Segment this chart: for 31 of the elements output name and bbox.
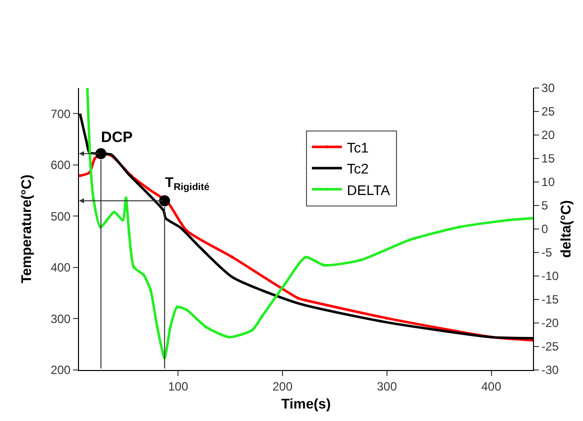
y-tick-label: 600 (50, 158, 71, 172)
y2-tick-label: 25 (541, 104, 556, 119)
x-tick-label: 400 (481, 379, 502, 394)
annotation: DCP (101, 129, 133, 146)
x-tick-label: 100 (168, 379, 188, 394)
y2-tick-label: 15 (541, 152, 556, 166)
y2-tick-label: -20 (541, 316, 560, 330)
annotation: T$_{Rigidité}$ (165, 174, 210, 193)
legend-label: Tc2 (346, 160, 369, 177)
y2-tick-label: -15 (541, 292, 560, 307)
legend-label: DELTA (346, 182, 391, 198)
x-tick-label: 300 (376, 379, 398, 394)
legend-label: Tc1 (346, 139, 369, 156)
y2-axis-title: delta(°C) (557, 200, 574, 258)
y-tick-label: 500 (50, 209, 71, 224)
y2-tick-label: 30 (541, 81, 556, 96)
y-tick-label: 200 (50, 363, 71, 378)
y-axis-title: Temperature(°C) (18, 174, 34, 284)
x-tick-label: 200 (272, 379, 293, 394)
y2-tick-label: 10 (541, 175, 556, 190)
y2-tick-label: -25 (541, 340, 560, 354)
y-tick-label: 300 (50, 312, 71, 326)
y2-tick-label: -30 (541, 363, 560, 378)
y2-tick-label: 5 (541, 198, 548, 213)
y-tick-label: 700 (50, 106, 71, 121)
y-tick-label: 400 (50, 260, 71, 275)
y2-tick-label: 0 (541, 222, 548, 236)
y2-tick-label: -10 (541, 269, 560, 284)
y2-tick-label: 20 (541, 128, 556, 142)
x-axis-title: Time(s) (281, 396, 331, 412)
y2-tick-label: -5 (541, 246, 552, 260)
